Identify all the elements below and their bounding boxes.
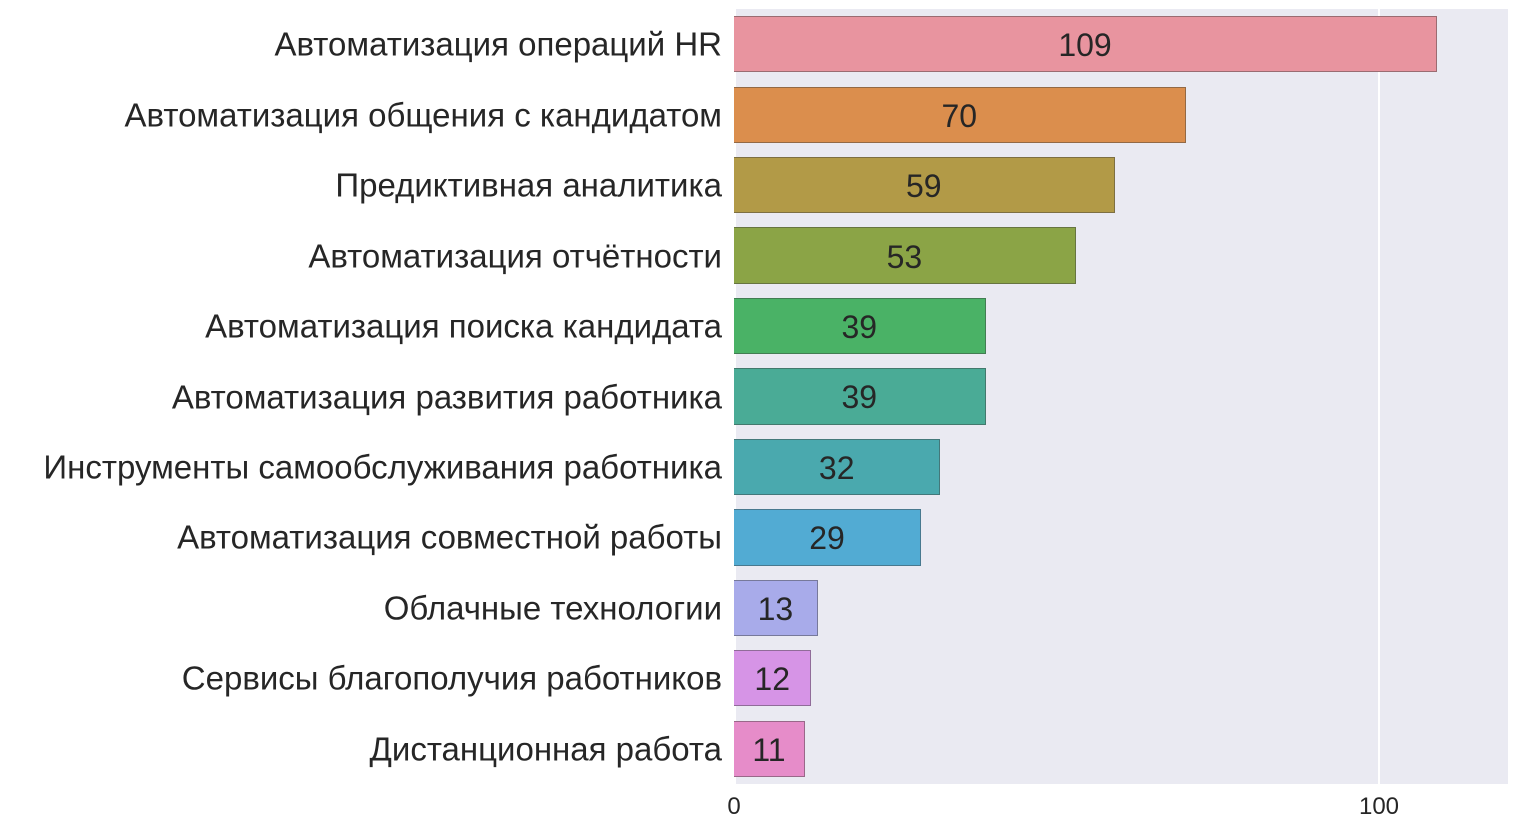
bar-value-label: 13: [757, 590, 794, 627]
bar: 12: [734, 650, 812, 707]
category-label: Автоматизация отчётности: [308, 237, 722, 275]
category-label: Автоматизация общения с кандидатом: [124, 96, 722, 134]
bar: 39: [734, 297, 986, 355]
category-label: Автоматизация операций HR: [274, 25, 722, 63]
bar-value-label: 70: [941, 97, 978, 134]
plot-area: 109 70 59 53 39 39 32 29 13 12 11: [734, 9, 1508, 784]
bar-value-label: 39: [841, 379, 878, 416]
bar: 13: [734, 579, 818, 637]
bar-value-label: 32: [818, 449, 855, 486]
bar: 59: [734, 156, 1115, 214]
bar-value-label: 29: [809, 520, 845, 557]
bar-value-label: 59: [905, 168, 942, 205]
category-label: Инструменты самообслуживания работника: [43, 448, 722, 486]
x-tick-0: 0: [727, 793, 741, 820]
bar: 109: [734, 16, 1438, 73]
bar: 11: [734, 720, 805, 777]
bar-value-label: 53: [886, 238, 923, 275]
bar: 39: [734, 368, 986, 425]
category-label: Облачные технологии: [383, 589, 722, 627]
bar: 53: [734, 227, 1076, 284]
gridline-100: [1378, 9, 1380, 784]
bar-value-label: 12: [754, 661, 790, 698]
bar-value-label: 11: [752, 731, 786, 768]
category-label: Автоматизация развития работника: [171, 378, 722, 415]
bar-value-label: 39: [841, 309, 878, 346]
bar: 29: [734, 509, 922, 566]
x-tick-100: 100: [1358, 793, 1400, 820]
bar: 32: [734, 438, 941, 496]
bar-value-label: 109: [1058, 27, 1112, 64]
bar: 70: [734, 86, 1186, 143]
category-label: Дистанционная работа: [369, 730, 722, 768]
category-label: Автоматизация совместной работы: [177, 518, 722, 556]
category-label: Автоматизация поиска кандидата: [205, 307, 722, 345]
category-label: Предиктивная аналитика: [335, 166, 722, 204]
category-label: Сервисы благополучия работников: [181, 659, 722, 697]
